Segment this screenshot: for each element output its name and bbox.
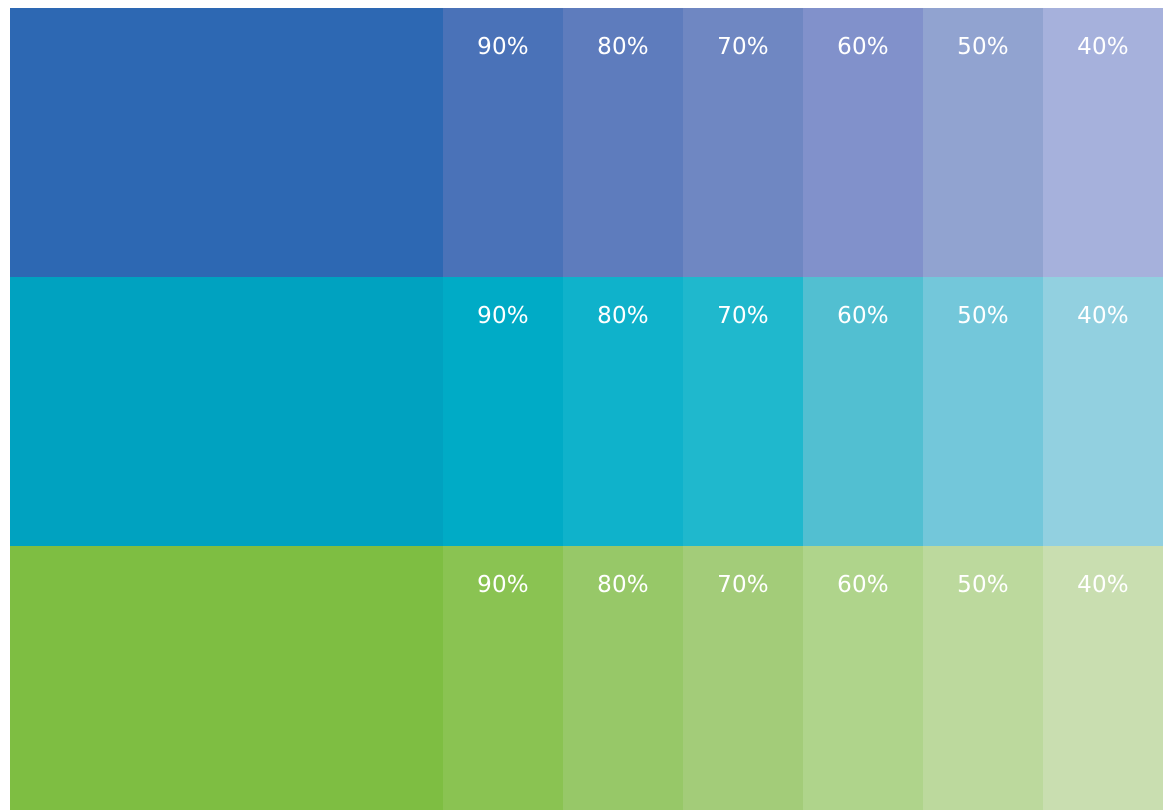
tint-swatch: 40%: [1043, 8, 1163, 277]
tint-label: 70%: [717, 572, 769, 598]
tint-label: 50%: [957, 34, 1009, 60]
tint-label: 70%: [717, 34, 769, 60]
tint-swatch: 60%: [803, 8, 923, 277]
tint-swatch: 80%: [563, 546, 683, 810]
tint-label: 80%: [597, 34, 649, 60]
tint-swatch: 60%: [803, 546, 923, 810]
tint-label: 90%: [477, 34, 529, 60]
tint-label: 60%: [837, 34, 889, 60]
tint-swatch: 40%: [1043, 277, 1163, 546]
tint-label: 90%: [477, 572, 529, 598]
palette-row-teal: 90% 80% 70% 60% 50% 40%: [10, 277, 1163, 546]
tint-swatch: 80%: [563, 277, 683, 546]
tint-swatch: 60%: [803, 277, 923, 546]
tint-swatch: 70%: [683, 8, 803, 277]
tint-swatch: 90%: [443, 277, 563, 546]
tint-swatch: 90%: [443, 8, 563, 277]
tint-label: 40%: [1077, 303, 1129, 329]
color-palette: 90% 80% 70% 60% 50% 40% 90% 80% 70% 60% …: [10, 8, 1163, 810]
tint-label: 60%: [837, 303, 889, 329]
base-swatch-green: [10, 546, 443, 810]
tint-swatch: 50%: [923, 8, 1043, 277]
tint-label: 50%: [957, 303, 1009, 329]
tint-label: 70%: [717, 303, 769, 329]
palette-row-green: 90% 80% 70% 60% 50% 40%: [10, 546, 1163, 810]
tint-label: 50%: [957, 572, 1009, 598]
palette-row-blue: 90% 80% 70% 60% 50% 40%: [10, 8, 1163, 277]
tint-label: 80%: [597, 303, 649, 329]
base-swatch-teal: [10, 277, 443, 546]
tint-swatch: 70%: [683, 546, 803, 810]
tint-swatch: 70%: [683, 277, 803, 546]
tint-label: 40%: [1077, 34, 1129, 60]
base-swatch-blue: [10, 8, 443, 277]
tint-label: 40%: [1077, 572, 1129, 598]
tint-swatch: 40%: [1043, 546, 1163, 810]
tint-label: 60%: [837, 572, 889, 598]
tint-swatch: 80%: [563, 8, 683, 277]
tint-swatch: 50%: [923, 546, 1043, 810]
tint-swatch: 90%: [443, 546, 563, 810]
tint-swatch: 50%: [923, 277, 1043, 546]
tint-label: 80%: [597, 572, 649, 598]
tint-label: 90%: [477, 303, 529, 329]
